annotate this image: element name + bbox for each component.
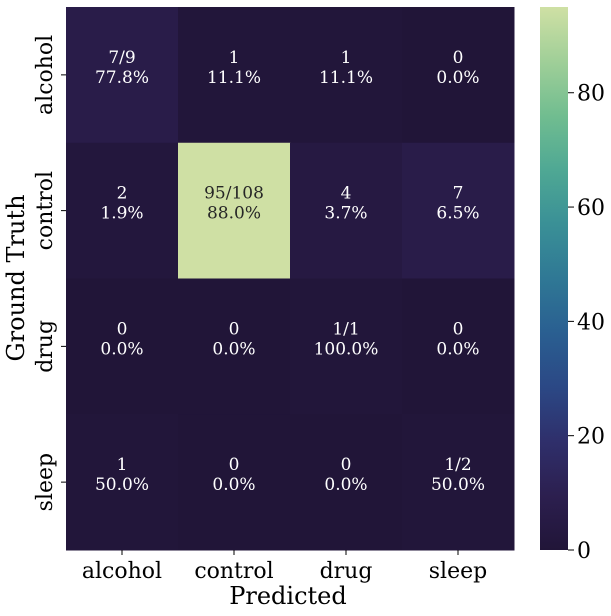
colorbar-tick-label: 40 [577, 310, 605, 335]
cell-percent-label: 0.0% [100, 339, 143, 359]
cell-percent-label: 0.0% [436, 339, 479, 359]
y-tick-labels: alcohol control drug sleep [33, 35, 66, 511]
colorbar-tick-label: 80 [577, 82, 605, 107]
heatmap-cell [402, 414, 515, 551]
x-tick-label: control [194, 559, 273, 584]
cell-count-label: 0 [117, 319, 128, 339]
colorbar-tick-label: 20 [577, 425, 605, 450]
heatmap-cell-labels: 7/977.8%111.1%111.1%00.0%21.9%95/10888.0… [95, 48, 485, 495]
heatmap-cell [178, 414, 291, 551]
heatmap-cell [66, 414, 179, 551]
cell-count-label: 7 [453, 184, 464, 204]
heatmap-cell [66, 142, 179, 279]
cell-count-label: 7/9 [108, 48, 135, 68]
cell-percent-label: 3.7% [324, 204, 367, 224]
cell-count-label: 4 [341, 184, 352, 204]
x-tick-label: drug [320, 559, 373, 584]
y-tick-label: drug [33, 320, 58, 373]
colorbar [540, 7, 568, 550]
colorbar-tick-label: 0 [577, 539, 591, 564]
cell-count-label: 1 [229, 48, 240, 68]
cell-percent-label: 0.0% [212, 339, 255, 359]
cell-count-label: 1 [117, 455, 128, 475]
x-axis-title: Predicted [229, 582, 347, 610]
y-tick-label: control [33, 171, 58, 250]
heatmap-cell [290, 278, 403, 415]
x-tick-label: sleep [429, 559, 487, 584]
cell-count-label: 1/2 [444, 455, 471, 475]
cell-percent-label: 11.1% [207, 68, 261, 88]
cell-percent-label: 0.0% [324, 475, 367, 495]
heatmap-cell [178, 7, 291, 144]
cell-count-label: 0 [453, 319, 464, 339]
heatmap-cell [402, 278, 515, 415]
colorbar-tick-label: 60 [577, 196, 605, 221]
x-tick-labels: alcohol control drug sleep [82, 550, 487, 584]
y-axis-title: Ground Truth [2, 194, 30, 361]
cell-count-label: 1/1 [332, 319, 359, 339]
cell-count-label: 0 [229, 455, 240, 475]
heatmap-cell [66, 7, 179, 144]
cell-percent-label: 6.5% [436, 204, 479, 224]
heatmap-cells [66, 7, 515, 551]
cell-count-label: 2 [117, 184, 128, 204]
heatmap-cell [178, 278, 291, 415]
heatmap-cell [290, 142, 403, 279]
cell-percent-label: 1.9% [100, 204, 143, 224]
cell-percent-label: 11.1% [319, 68, 373, 88]
cell-percent-label: 100.0% [314, 339, 379, 359]
colorbar-ticks: 0 20 40 60 80 [568, 82, 605, 564]
heatmap-cell [290, 7, 403, 144]
cell-count-label: 0 [453, 48, 464, 68]
x-tick-label: alcohol [82, 559, 162, 584]
cell-count-label: 0 [341, 455, 352, 475]
cell-percent-label: 0.0% [212, 475, 255, 495]
cell-percent-label: 88.0% [207, 204, 261, 224]
heatmap-cell [402, 142, 515, 279]
cell-count-label: 1 [341, 48, 352, 68]
cell-percent-label: 50.0% [95, 475, 149, 495]
cell-percent-label: 77.8% [95, 68, 149, 88]
heatmap-cell [290, 414, 403, 551]
cell-percent-label: 50.0% [431, 475, 485, 495]
y-tick-label: alcohol [33, 35, 58, 115]
heatmap-cell [402, 7, 515, 144]
y-tick-label: sleep [33, 453, 58, 511]
cell-percent-label: 0.0% [436, 68, 479, 88]
heatmap-cell [66, 278, 179, 415]
heatmap-cell [178, 142, 291, 279]
cell-count-label: 95/108 [204, 184, 264, 204]
cell-count-label: 0 [229, 319, 240, 339]
